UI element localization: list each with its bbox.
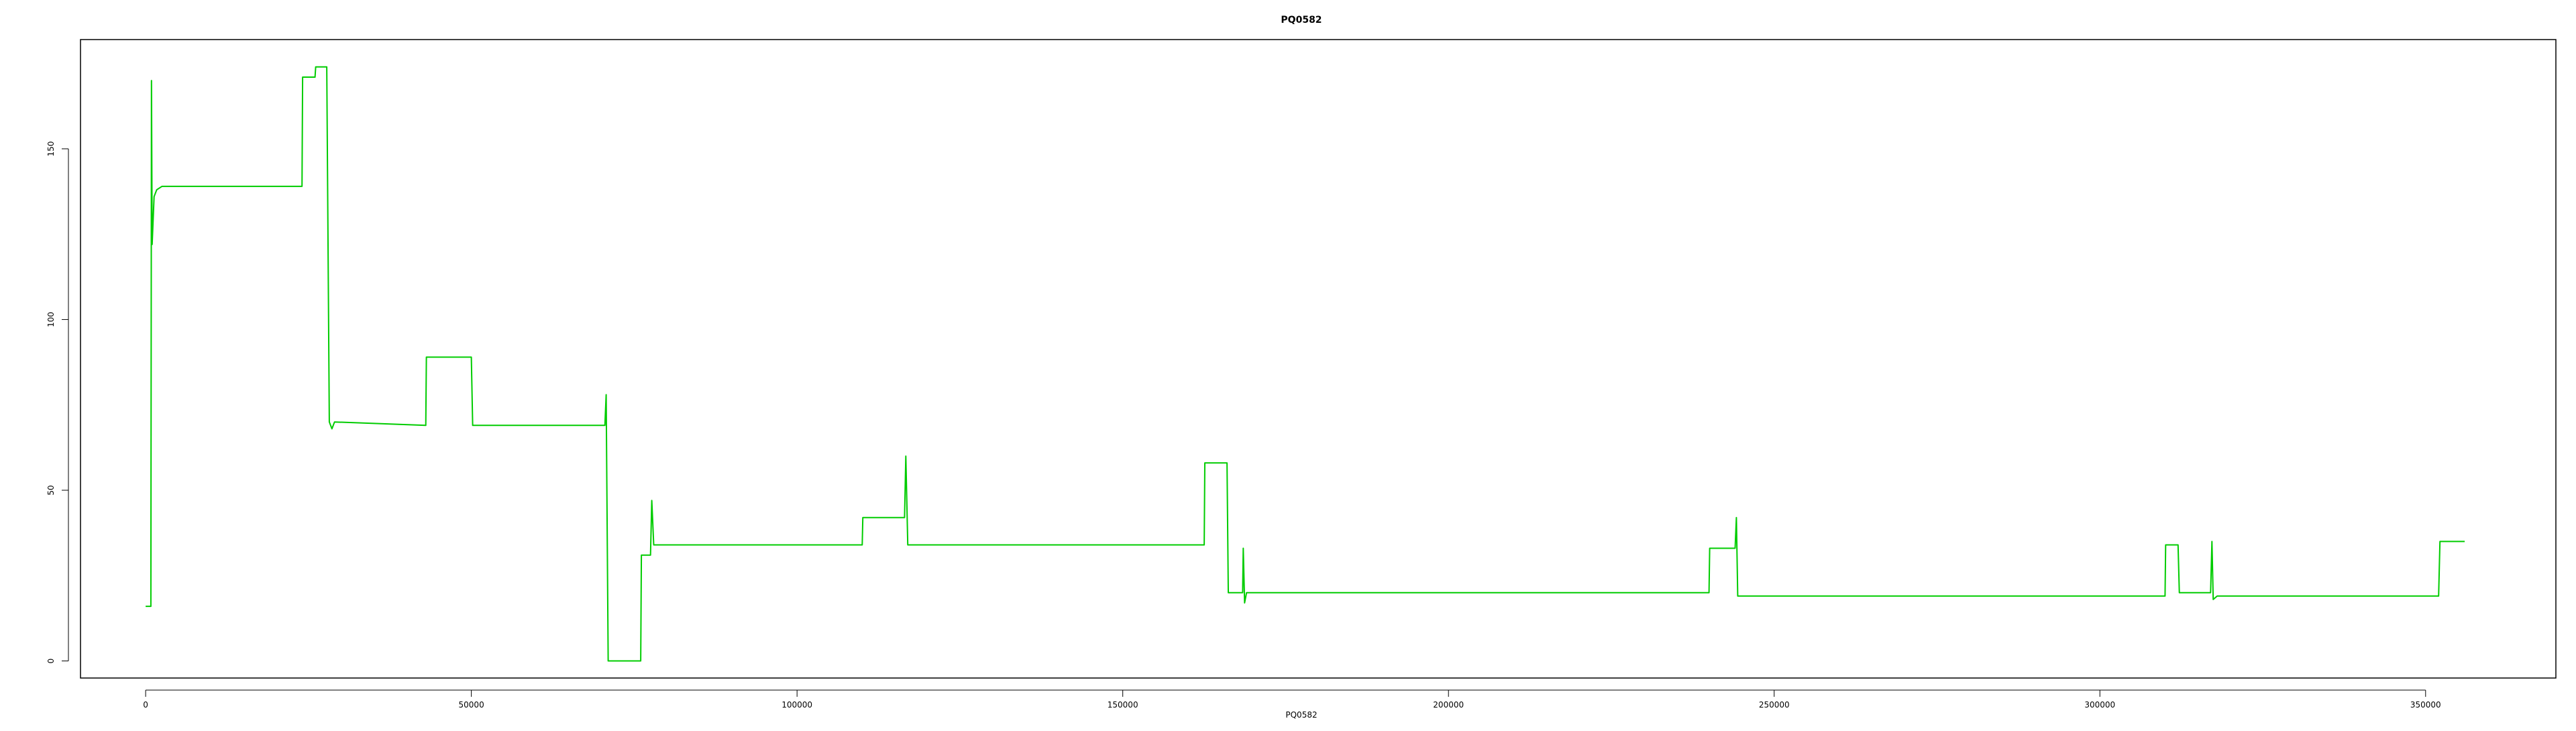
series-line (146, 66, 2465, 662)
y-tick-label: 100 (46, 312, 56, 327)
x-axis-label: PQ0582 (1285, 710, 1317, 720)
y-axis: 0 50 100 150 (46, 141, 69, 664)
y-tick-label: 0 (46, 659, 56, 664)
x-tick-label: 250000 (1759, 700, 1790, 710)
x-tick-label: 300000 (2084, 700, 2115, 710)
plot-frame (80, 39, 2557, 679)
x-tick-label: 100000 (782, 700, 812, 710)
x-tick-label: 350000 (2410, 700, 2441, 710)
y-tick-label: 150 (46, 141, 56, 156)
x-tick-label: 0 (143, 700, 148, 710)
x-tick-label: 50000 (459, 700, 484, 710)
x-axis: 0 50000 100000 150000 200000 250000 300000 3500… (143, 689, 2441, 710)
x-tick-label: 150000 (1108, 700, 1138, 710)
x-tick-label: 200000 (1433, 700, 1464, 710)
y-tick-label: 50 (46, 485, 56, 495)
chart-title: PQ0582 (1281, 15, 1322, 25)
series-layer (146, 66, 2465, 662)
